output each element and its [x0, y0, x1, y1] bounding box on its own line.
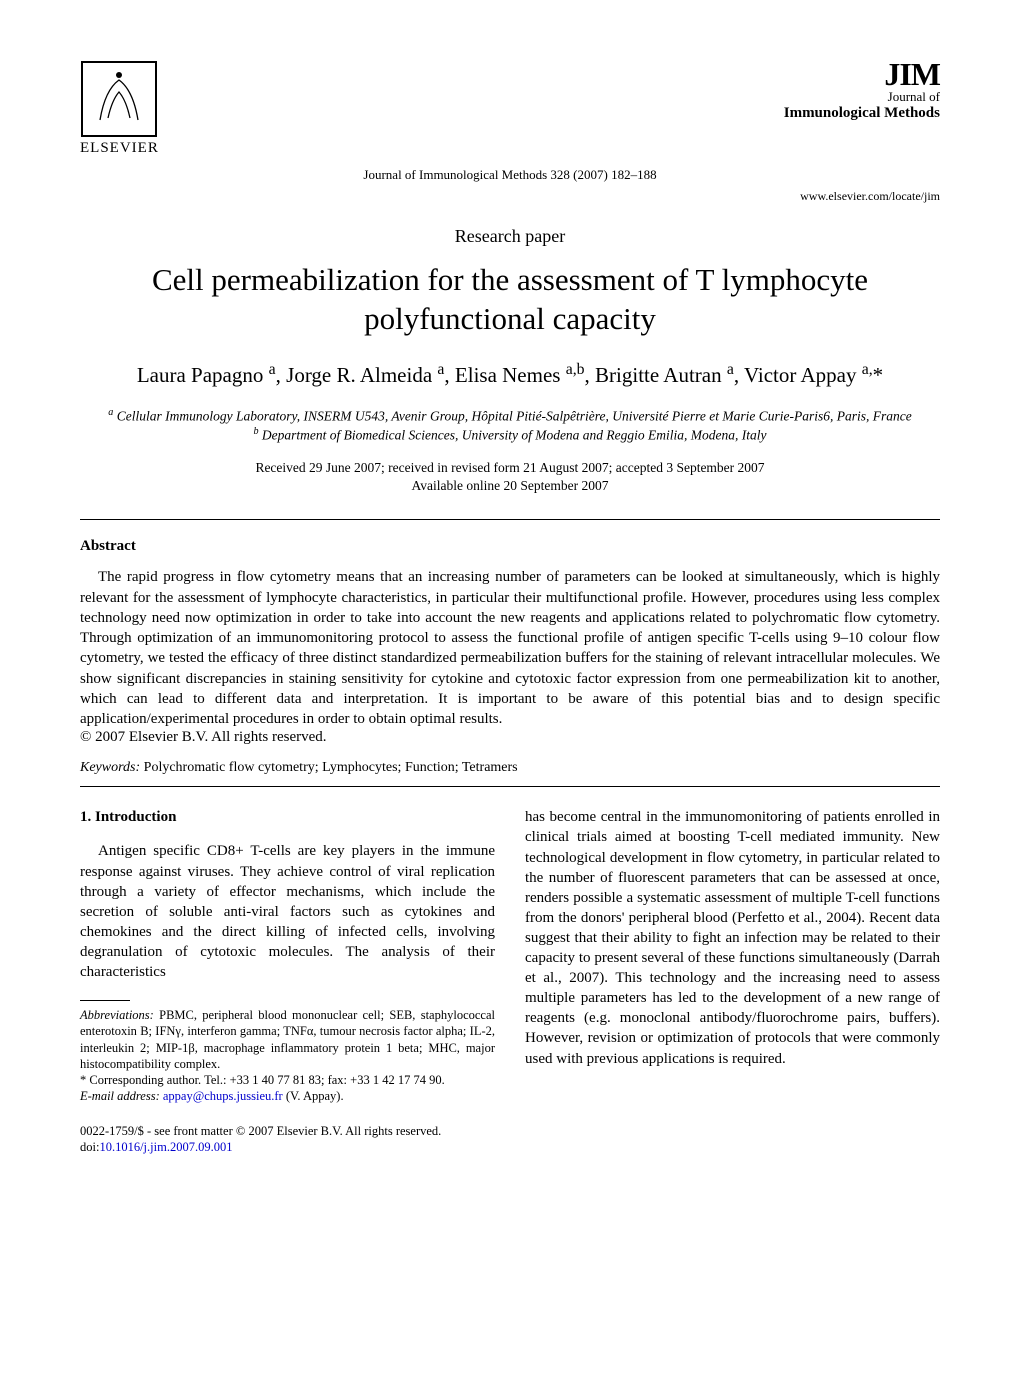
front-matter: 0022-1759/$ - see front matter © 2007 El… — [80, 1123, 495, 1139]
paper-title: Cell permeabilization for the assessment… — [80, 261, 940, 339]
footnotes: Abbreviations: PBMC, peripheral blood mo… — [80, 1007, 495, 1105]
affiliations: a Cellular Immunology Laboratory, INSERM… — [80, 406, 940, 445]
affiliation-b: Department of Biomedical Sciences, Unive… — [262, 428, 767, 443]
doi-value: 10.1016/j.jim.2007.09.001 — [99, 1140, 232, 1154]
paper-type: Research paper — [80, 226, 940, 247]
affiliation-a: Cellular Immunology Laboratory, INSERM U… — [117, 408, 912, 423]
publication-dates: Received 29 June 2007; received in revis… — [80, 459, 940, 495]
footer-meta: 0022-1759/$ - see front matter © 2007 El… — [80, 1123, 495, 1156]
divider — [80, 519, 940, 520]
intro-heading: 1. Introduction — [80, 807, 495, 827]
keywords-label: Keywords: — [80, 760, 140, 775]
elsevier-logo: ELSEVIER — [80, 60, 159, 157]
authors-line: Laura Papagno a, Jorge R. Almeida a, Eli… — [80, 361, 940, 388]
abbrev-label: Abbreviations: — [80, 1008, 154, 1022]
copyright: © 2007 Elsevier B.V. All rights reserved… — [80, 729, 940, 746]
abstract-text: The rapid progress in flow cytometry mea… — [80, 567, 940, 729]
corresponding-author: * Corresponding author. Tel.: +33 1 40 7… — [80, 1072, 495, 1088]
journal-website: www.elsevier.com/locate/jim — [80, 189, 940, 204]
abstract-heading: Abstract — [80, 538, 940, 555]
publisher-name: ELSEVIER — [80, 140, 159, 157]
divider — [80, 786, 940, 787]
date-received: Received 29 June 2007; received in revis… — [80, 459, 940, 477]
journal-line1: Journal of — [784, 89, 940, 105]
intro-col2: has become central in the immunomonitori… — [525, 807, 940, 1068]
email-who: (V. Appay). — [286, 1089, 344, 1103]
journal-abbrev: JIM — [784, 60, 940, 89]
keywords: Keywords: Polychromatic flow cytometry; … — [80, 760, 940, 776]
keywords-values: Polychromatic flow cytometry; Lymphocyte… — [144, 760, 518, 775]
email-address: appay@chups.jussieu.fr — [163, 1089, 283, 1103]
email-label: E-mail address: — [80, 1089, 160, 1103]
footnote-rule — [80, 1000, 130, 1001]
intro-col1: Antigen specific CD8+ T-cells are key pl… — [80, 841, 495, 982]
journal-citation: Journal of Immunological Methods 328 (20… — [80, 167, 940, 183]
journal-line2: Immunological Methods — [784, 105, 940, 122]
doi-label: doi: — [80, 1140, 99, 1154]
date-online: Available online 20 September 2007 — [80, 477, 940, 495]
journal-logo: JIM Journal of Immunological Methods — [784, 60, 940, 122]
